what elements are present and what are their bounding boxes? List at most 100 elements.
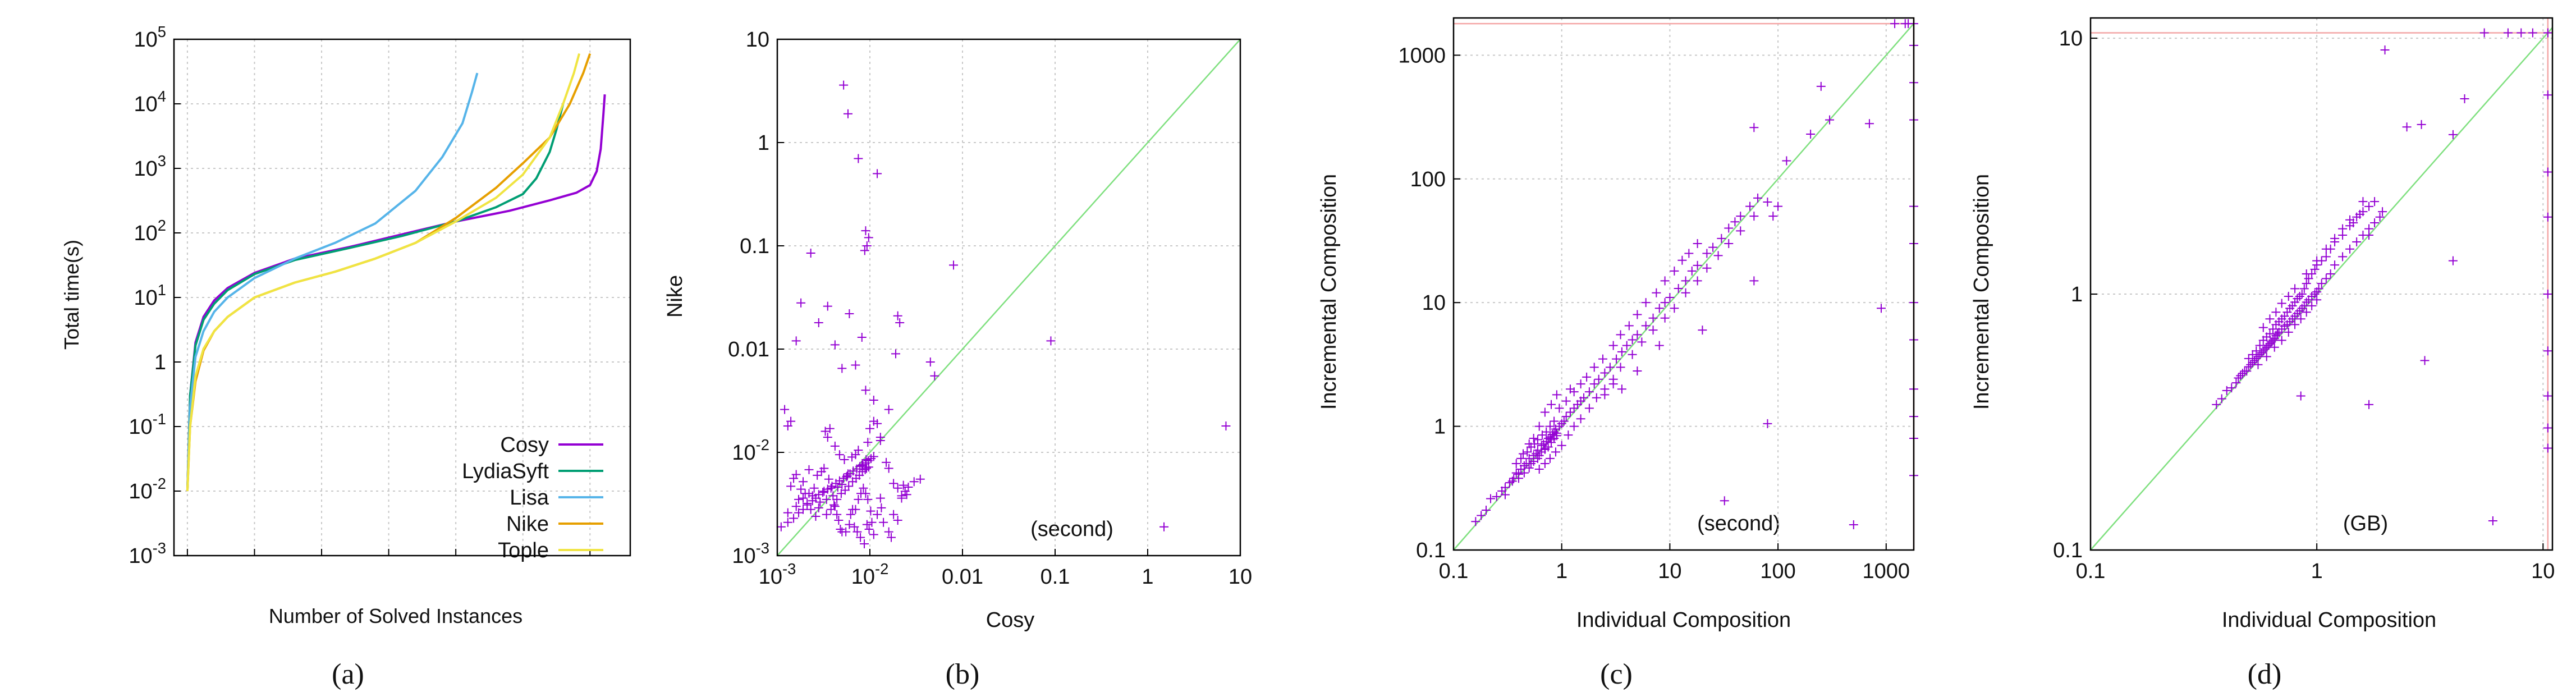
data-point xyxy=(819,464,829,473)
data-point xyxy=(832,510,842,519)
tick-base: 10 xyxy=(732,544,755,568)
data-point xyxy=(2297,304,2307,313)
tick-base: 1 xyxy=(758,131,769,155)
data-point xyxy=(2349,218,2358,227)
data-point xyxy=(823,301,832,311)
data-point xyxy=(862,520,872,529)
y-tick-label: 101 xyxy=(134,281,167,310)
y-tick-label: 1 xyxy=(154,351,166,374)
tick-base: 10 xyxy=(129,415,152,439)
data-point xyxy=(1693,239,1702,249)
chart-panel-a: Total time(s) Number of Solved Instances… xyxy=(60,23,631,690)
data-point xyxy=(809,483,819,493)
data-point xyxy=(783,508,792,517)
tick-base: 10 xyxy=(1658,560,1681,583)
data-point xyxy=(1514,474,1524,483)
data-point xyxy=(803,500,812,510)
series-line-tople xyxy=(186,53,581,492)
data-point xyxy=(2299,301,2309,310)
data-point xyxy=(1576,379,1585,389)
data-point xyxy=(2543,167,2552,177)
data-point xyxy=(1665,293,1675,303)
data-point xyxy=(1612,354,1621,364)
data-point xyxy=(1519,468,1529,478)
x-ticks: 0.1 1 10 100 1000 xyxy=(1439,543,1910,583)
data-point xyxy=(861,226,870,236)
data-point xyxy=(1876,304,1886,313)
tick-base: 0.1 xyxy=(2076,560,2106,583)
data-point xyxy=(1533,446,1542,455)
tick-exponent: 1 xyxy=(158,281,166,299)
data-point xyxy=(884,464,893,473)
data-point xyxy=(1670,266,1679,276)
data-point xyxy=(884,527,893,537)
data-point xyxy=(1589,363,1599,372)
data-point xyxy=(2543,443,2552,453)
data-point xyxy=(2352,237,2362,246)
legend-label: Nike xyxy=(506,512,549,536)
data-point xyxy=(876,436,885,446)
data-point xyxy=(1516,453,1526,463)
data-point xyxy=(1576,414,1585,424)
tick-exponent: -2 xyxy=(756,436,769,453)
data-point xyxy=(806,248,815,258)
data-point xyxy=(1524,463,1534,473)
data-point xyxy=(2250,356,2259,365)
y-tick-label: 10-1 xyxy=(129,410,166,439)
data-point xyxy=(1582,372,1592,382)
y-tick-label: 105 xyxy=(134,23,167,52)
data-point xyxy=(851,360,860,370)
data-point xyxy=(1486,494,1495,503)
data-point xyxy=(863,438,873,447)
data-point xyxy=(1763,419,1772,428)
unit-annotation: (second) xyxy=(1030,517,1113,541)
data-point xyxy=(776,522,786,531)
y-tick-label: 10 xyxy=(1422,291,1446,315)
data-point xyxy=(2543,391,2552,401)
data-point xyxy=(2543,90,2552,100)
tick-exponent: -2 xyxy=(875,560,888,578)
data-point xyxy=(1543,442,1553,452)
tick-base: 10 xyxy=(759,565,782,589)
data-point xyxy=(828,491,838,501)
data-point xyxy=(830,441,840,451)
data-point xyxy=(1518,449,1528,459)
data-point xyxy=(873,419,882,428)
data-point xyxy=(1564,430,1573,440)
data-point xyxy=(1159,522,1169,531)
data-point xyxy=(847,452,857,462)
data-point xyxy=(884,405,893,414)
data-point xyxy=(2380,45,2390,54)
data-point xyxy=(2448,130,2458,139)
data-point xyxy=(780,405,790,414)
data-point xyxy=(1605,363,1615,372)
x-axis-label: Cosy xyxy=(986,608,1035,632)
data-point xyxy=(791,336,801,346)
data-point xyxy=(893,515,902,525)
data-point xyxy=(1540,459,1550,468)
data-point xyxy=(1500,490,1510,499)
data-point xyxy=(2528,28,2537,38)
tick-base: 0.01 xyxy=(728,338,769,361)
data-point xyxy=(876,493,885,503)
y-tick-label: 0.1 xyxy=(740,235,769,258)
scatter-points xyxy=(776,80,1231,549)
data-point xyxy=(852,527,862,537)
data-point xyxy=(1660,298,1670,308)
data-point xyxy=(1825,115,1835,125)
data-point xyxy=(2262,352,2271,361)
tick-base: 0.1 xyxy=(1439,560,1469,583)
tick-base: 0.1 xyxy=(2053,539,2083,562)
data-point xyxy=(949,260,959,270)
tick-base: 100 xyxy=(1760,560,1795,583)
chart-panel-b: Nike Cosy (second) (b) 10-3 10-2 0.01 0.1 1 1… xyxy=(663,28,1252,690)
data-point xyxy=(1221,421,1231,431)
tick-base: 10 xyxy=(134,222,158,245)
tick-base: 10 xyxy=(1422,291,1446,315)
data-point xyxy=(862,241,872,250)
data-point xyxy=(2375,212,2385,222)
tick-base: 10 xyxy=(2059,27,2083,51)
data-point xyxy=(789,514,799,523)
chart-panel-c: Incremental Composition Individual Compo… xyxy=(1317,17,1918,690)
data-point xyxy=(1633,310,1642,319)
